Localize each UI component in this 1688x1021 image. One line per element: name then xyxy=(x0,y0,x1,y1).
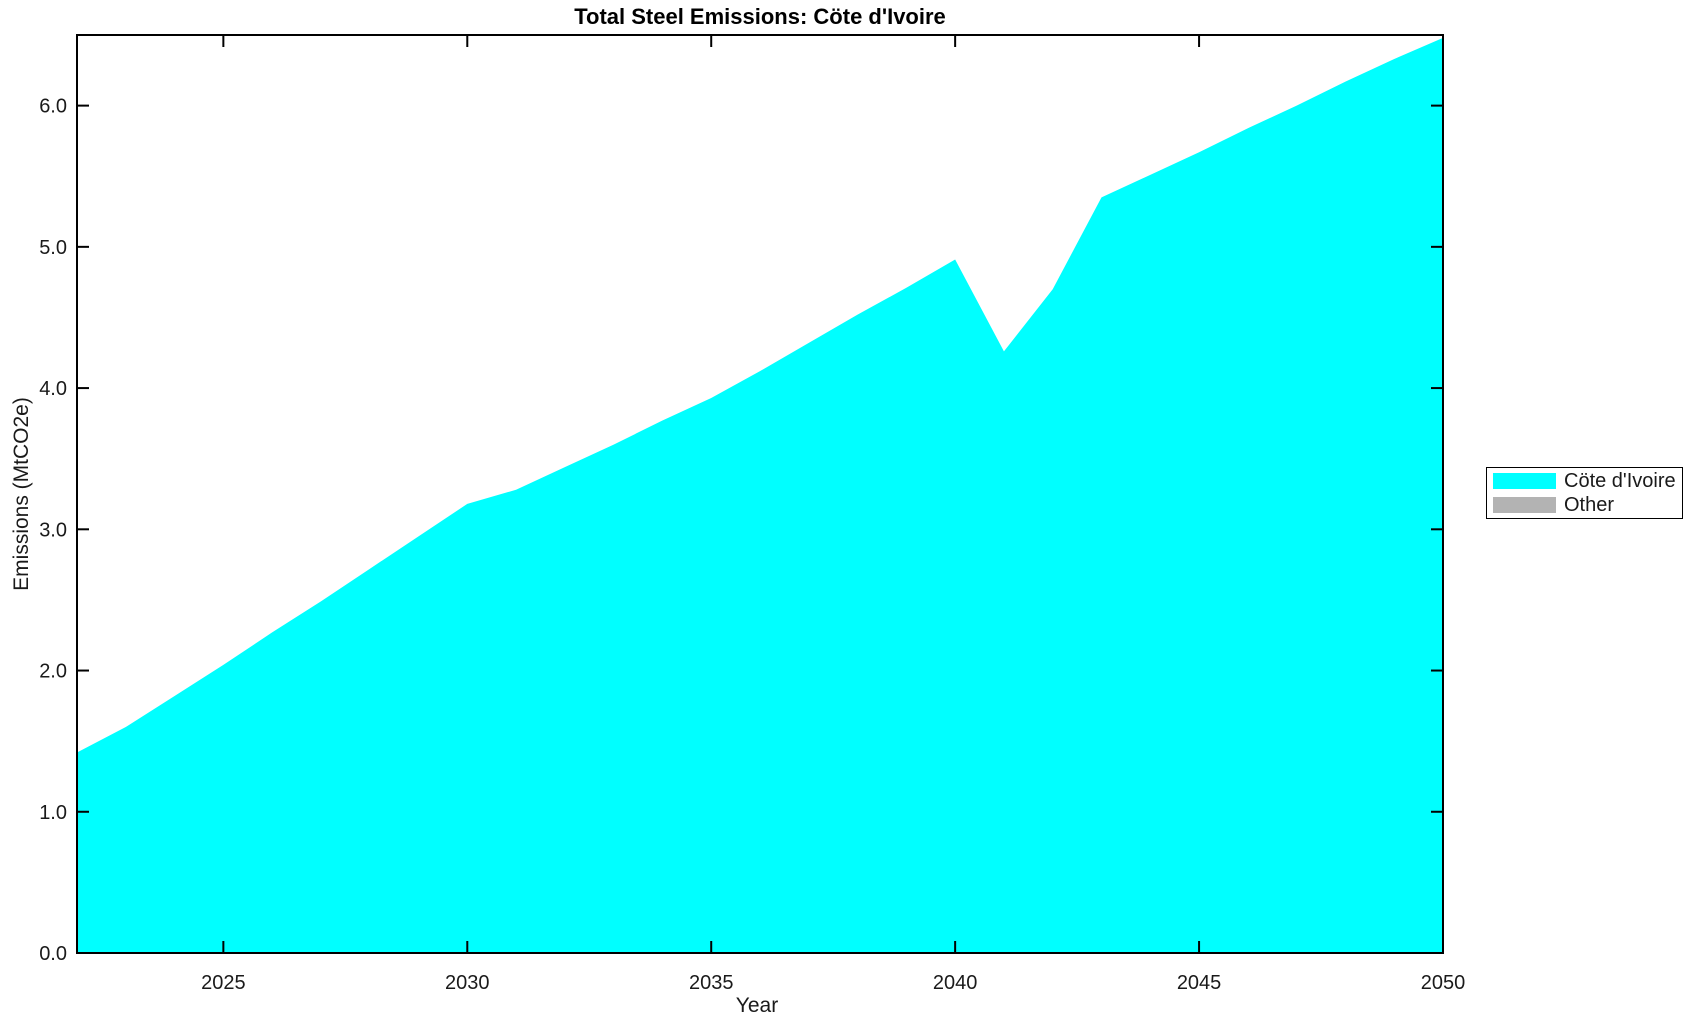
legend-item-other: Other xyxy=(1487,493,1682,517)
y-tick-label: 3.0 xyxy=(39,519,67,541)
x-tick-label: 2030 xyxy=(445,972,490,994)
x-tick-label: 2045 xyxy=(1177,972,1222,994)
area-series-0 xyxy=(77,37,1443,954)
x-axis-label: Year xyxy=(735,994,779,1017)
y-tick-label: 2.0 xyxy=(39,661,67,683)
legend: Cöte d'Ivoire Other xyxy=(1486,467,1683,519)
legend-label-cote-divoire: Cöte d'Ivoire xyxy=(1564,469,1676,492)
y-tick-label: 6.0 xyxy=(39,96,67,118)
y-tick-label: 5.0 xyxy=(39,237,67,259)
y-axis-label: Emissions (MtCO2e) xyxy=(10,397,33,591)
y-tick-label: 0.0 xyxy=(39,943,67,965)
legend-swatch-other xyxy=(1493,497,1556,513)
legend-item-cote-divoire: Cöte d'Ivoire xyxy=(1487,469,1682,493)
x-tick-label: 2050 xyxy=(1421,972,1466,994)
chart-title: Total Steel Emissions: Cöte d'Ivoire xyxy=(574,4,946,29)
y-tick-label: 1.0 xyxy=(39,802,67,824)
legend-swatch-cote-divoire xyxy=(1493,473,1556,489)
y-tick-label: 4.0 xyxy=(39,378,67,400)
legend-label-other: Other xyxy=(1564,493,1615,516)
x-tick-label: 2025 xyxy=(201,972,246,994)
plot-border xyxy=(76,34,1444,954)
x-tick-label: 2035 xyxy=(689,972,734,994)
x-tick-label: 2040 xyxy=(933,972,978,994)
